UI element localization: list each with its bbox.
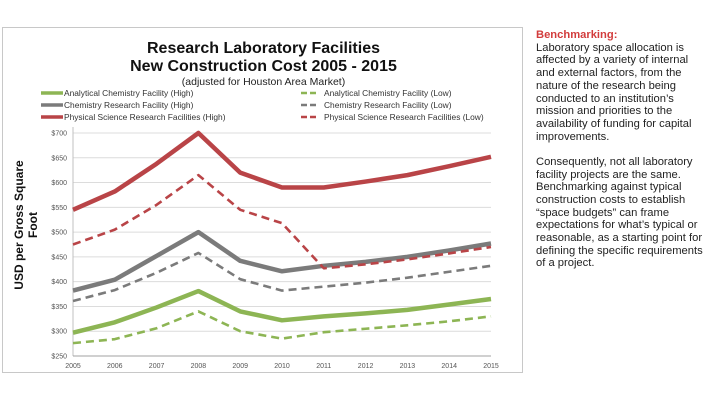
x-tick-label: 2014 [441,363,457,370]
legend-item: Physical Science Research Facilities (Hi… [41,112,226,122]
chart-subtitle: (adjusted for Houston Area Market) [181,76,346,88]
x-tick-label: 2015 [483,363,499,370]
y-tick-label: $350 [51,304,67,311]
x-tick-label: 2005 [65,363,81,370]
legend-label: Chemistry Research Facility (Low) [324,100,452,110]
y-tick-label: $550 [51,205,67,212]
y-tick-label: $500 [51,230,67,237]
legend-item: Analytical Chemistry Facility (Low) [297,88,452,98]
x-tick-label: 2013 [400,363,416,370]
legend-label: Physical Science Research Facilities (Hi… [64,112,226,122]
benchmarking-heading: Benchmarking: [536,29,618,41]
series-line-chemistry-research-facility-low [72,251,492,303]
legend-swatch-icon [41,115,63,119]
legend-label: Physical Science Research Facilities (Lo… [324,112,484,122]
y-tick-label: $600 [51,180,67,187]
legend-swatch-icon [41,103,63,107]
legend-item: Analytical Chemistry Facility (High) [41,88,193,98]
x-tick-label: 2011 [316,363,331,370]
legend-swatch-icon [301,103,319,107]
chart-title-line2: New Construction Cost 2005 - 2015 [130,58,397,75]
y-tick-label: $400 [51,279,67,286]
legend-item: Chemistry Research Facility (Low) [297,100,452,110]
series-line-analytical-chemistry-facility-high [72,288,492,335]
legend-swatch-icon [301,115,319,119]
y-tick-label: $250 [51,354,67,361]
x-tick-label: 2010 [274,363,290,370]
legend-label: Analytical Chemistry Facility (High) [64,88,194,98]
legend-item: Physical Science Research Facilities (Lo… [297,112,484,122]
y-tick-label: $450 [51,254,67,261]
x-tick-label: 2012 [358,363,374,370]
benchmarking-panel: Benchmarking: Laboratory space allocatio… [536,29,708,283]
legend-label: Chemistry Research Facility (High) [64,100,194,110]
legend-swatch-icon [301,91,319,95]
series-line-physical-science-research-facilities-high [72,130,492,212]
x-tick-label: 2007 [149,363,165,370]
legend-label: Analytical Chemistry Facility (Low) [324,88,452,98]
benchmarking-paragraph-2: Consequently, not all laboratory facilit… [536,155,703,270]
legend-swatch-icon [41,91,63,95]
x-tick-label: 2006 [107,363,123,370]
y-tick-label: $650 [51,155,67,162]
benchmarking-paragraph-1: Laboratory space allocation is affected … [536,41,692,143]
chart-title: Research Laboratory Facilities [147,40,380,57]
y-tick-label: $300 [51,329,67,336]
x-tick-label: 2008 [191,363,207,370]
x-tick-label: 2009 [232,363,248,370]
series-line-analytical-chemistry-facility-low [72,310,492,345]
y-tick-label: $700 [51,131,67,138]
legend-item: Chemistry Research Facility (High) [41,100,193,110]
